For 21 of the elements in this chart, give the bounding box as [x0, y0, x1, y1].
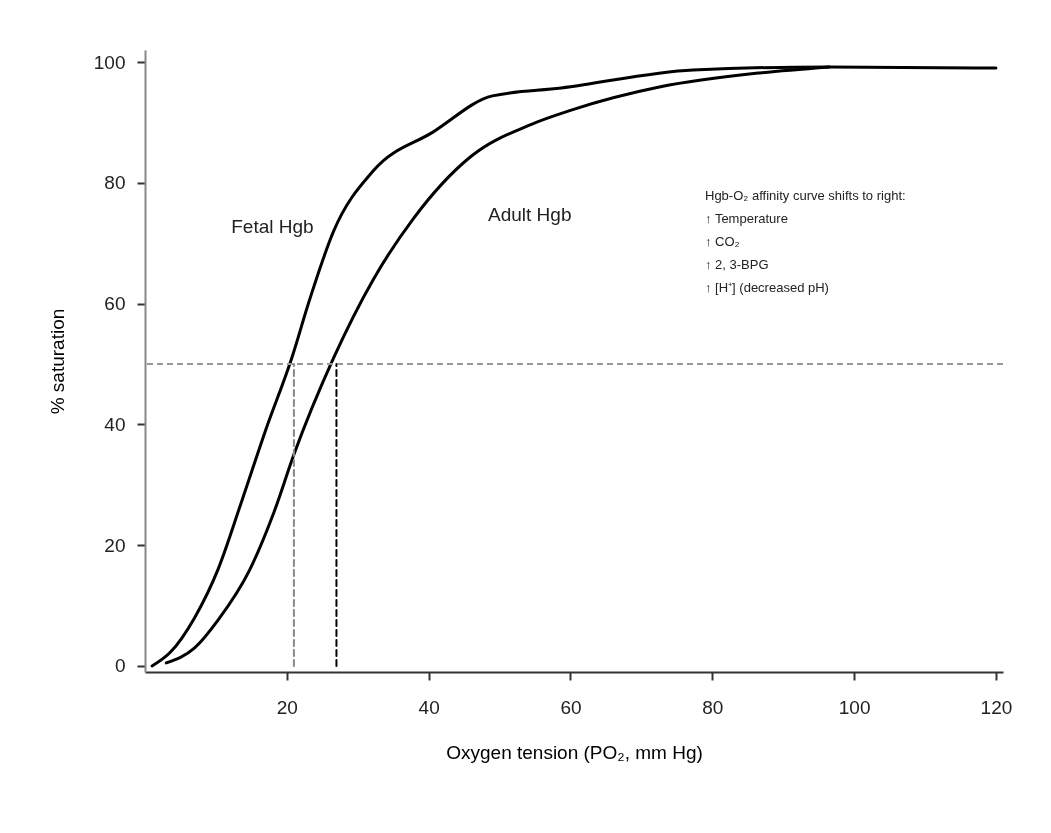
annotation: ↑ CO₂ [705, 234, 740, 249]
x-tick-label: 80 [702, 696, 724, 718]
annotation: ↑ Temperature [705, 211, 788, 226]
y-axis-title: % saturation [46, 308, 68, 415]
x-tick-label: 100 [838, 696, 871, 718]
series-label: Fetal Hgb [231, 216, 314, 238]
y-tick-label: 40 [104, 413, 126, 435]
annotation: ↑ 2, 3-BPG [705, 257, 769, 272]
x-axis-title: Oxygen tension (PO₂, mm Hg) [446, 741, 703, 763]
x-tick-label: 20 [276, 696, 298, 718]
y-tick-label: 60 [104, 293, 126, 315]
text: Adult Hgb [488, 204, 572, 226]
y-tick-label: 0 [114, 655, 126, 677]
y-tick-label: 100 [93, 51, 126, 73]
x-tick-label: 120 [980, 696, 1013, 718]
x-tick-label: 60 [560, 696, 582, 718]
y-tick-label: 80 [104, 172, 126, 194]
x-tick-label: 40 [418, 696, 440, 718]
annotation: Hgb-O₂ affinity curve shifts to right: [705, 188, 906, 203]
annotation: ↑ [H⁺] (decreased pH) [705, 280, 829, 295]
y-tick-label: 20 [104, 534, 126, 556]
